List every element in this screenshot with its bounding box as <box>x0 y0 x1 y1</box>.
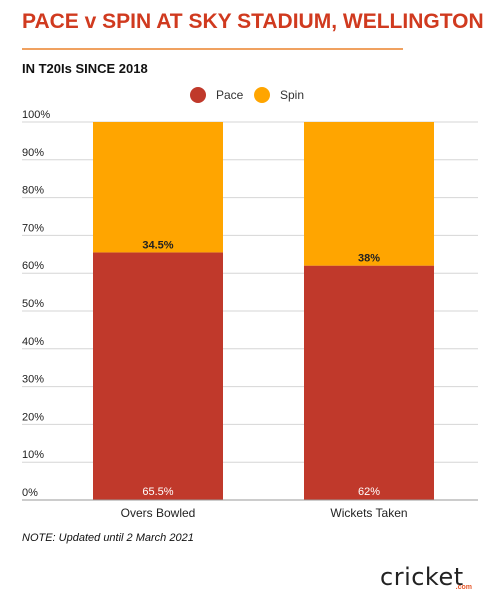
x-category-label: Wickets Taken <box>330 506 407 520</box>
bar-spin-1 <box>93 122 223 253</box>
chart-subtitle: IN T20Is SINCE 2018 <box>22 61 148 76</box>
logo-domain: .com <box>455 584 472 591</box>
data-label-spin: 38% <box>358 253 380 265</box>
legend-item-pace: Pace <box>190 87 243 103</box>
y-tick-label: 20% <box>22 411 44 423</box>
y-tick-label: 40% <box>22 336 44 348</box>
x-category-label: Overs Bowled <box>121 506 196 520</box>
logo-wordmark: cricket <box>380 563 464 591</box>
y-tick-label: 100% <box>22 109 50 121</box>
bar-pace-2 <box>304 265 434 500</box>
footnote: NOTE: Updated until 2 March 2021 <box>22 532 194 544</box>
y-tick-label: 30% <box>22 374 44 386</box>
y-tick-label: 70% <box>22 222 44 234</box>
legend-swatch-pace <box>190 87 206 103</box>
y-tick-label: 90% <box>22 147 44 159</box>
y-tick-label: 10% <box>22 449 44 461</box>
legend-label-spin: Spin <box>280 88 305 102</box>
legend: Pace Spin <box>0 87 500 107</box>
data-label-pace: 65.5% <box>142 486 173 498</box>
y-tick-label: 80% <box>22 185 44 197</box>
chart-title: PACE v SPIN AT SKY STADIUM, WELLINGTON <box>22 10 484 33</box>
y-tick-label: 0% <box>22 487 38 499</box>
data-label-pace: 62% <box>358 486 380 498</box>
bar-spin-2 <box>304 122 434 266</box>
legend-swatch-spin <box>254 87 270 103</box>
title-underline <box>22 48 403 50</box>
y-tick-label: 60% <box>22 260 44 272</box>
bar-pace-1 <box>93 252 223 500</box>
cricket-com-logo: cricket .com <box>380 563 472 595</box>
legend-label-pace: Pace <box>216 88 244 102</box>
y-tick-label: 50% <box>22 298 44 310</box>
legend-item-spin: Spin <box>254 87 304 103</box>
data-label-spin: 34.5% <box>142 239 173 251</box>
